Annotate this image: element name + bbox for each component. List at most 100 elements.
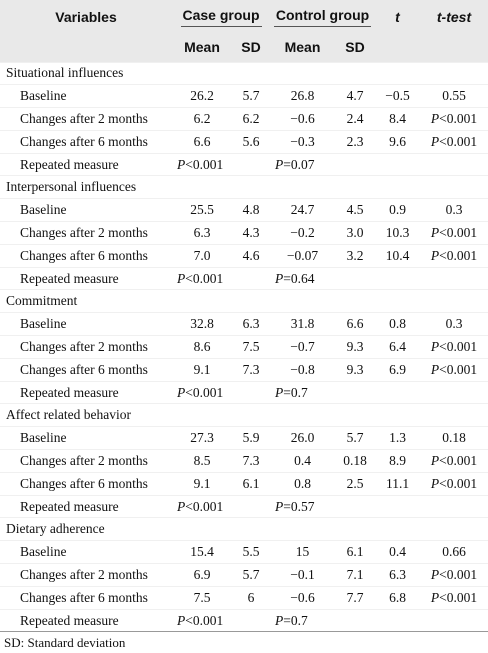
value-cell: 4.5 [335,198,376,222]
row-label: Repeated measure [0,608,172,633]
data-row: Changes after 2 months 8.5 7.3 0.4 0.18 8.9 P<… [0,449,488,473]
value-cell: 2.4 [335,107,376,131]
section-title: Dietary adherence [0,517,488,541]
value-cell: −0.8 [270,357,336,382]
value-cell: −0.6 [270,107,336,131]
p-value-cell: P<0.001 [420,243,488,268]
data-row: Baseline 32.8 6.3 31.8 6.6 0.8 0.3 [0,312,488,336]
data-row: Repeated measure P<0.001 P=0.7 [0,608,488,633]
p-value: P<0.001 [430,110,478,126]
value-cell: 6.9 [375,357,421,382]
value-cell: 0.3 [420,312,488,336]
header-cell: Variables [55,8,117,25]
p-value-cell: P<0.001 [420,129,488,154]
data-row: Baseline 26.2 5.7 26.8 4.7 −0.5 0.55 [0,84,488,108]
p-value: P<0.001 [430,566,478,582]
table-header: Variables Case group Control group t t-t… [0,0,488,62]
p-value: P<0.001 [177,270,224,286]
data-row: Repeated measure P<0.001 P=0.57 [0,494,488,518]
value-cell: 4.8 [232,198,271,222]
value-cell: 2.5 [335,471,376,496]
p-value: P<0.001 [177,156,224,172]
p-value-cell: P<0.001 [420,471,488,496]
value-cell: −0.7 [270,335,336,359]
data-row: Repeated measure P<0.001 P=0.64 [0,266,488,290]
value-cell: 0.8 [270,471,336,496]
value-cell: 6.8 [375,585,421,610]
header-cell: SD [345,39,365,56]
row-label: Changes after 6 months [0,585,172,610]
p-value-cell: P<0.001 [172,494,271,518]
value-cell: 9.1 [172,357,232,382]
results-table: Variables Case group Control group t t-t… [0,0,488,633]
row-label: Baseline [0,426,172,450]
header-cell [375,33,420,62]
footnote: SD: Standard deviation [4,635,126,651]
value-cell: 7.0 [172,243,232,268]
value-cell: 6.6 [335,312,376,336]
value-cell: 0.18 [420,426,488,450]
value-cell: 5.9 [232,426,271,450]
header-cell [420,33,488,62]
value-cell: 26.0 [270,426,336,450]
section-row: Interpersonal influences [0,175,488,199]
section-row: Situational influences [0,61,488,85]
p-value: P<0.001 [177,498,224,514]
data-row: Changes after 2 months 6.9 5.7 −0.1 7.1 6.3 P<… [0,563,488,587]
value-cell: 8.6 [172,335,232,359]
value-cell: 0.4 [375,540,421,564]
value-cell: 9.3 [335,335,376,359]
p-value-cell: P=0.07 [270,152,376,176]
p-value-cell: P<0.001 [420,357,488,382]
value-cell: 7.1 [335,563,376,587]
value-cell: 9.3 [335,357,376,382]
row-label: Baseline [0,540,172,564]
p-value: P=0.64 [275,270,315,286]
section-title: Interpersonal influences [0,175,488,199]
value-cell: 9.6 [375,129,421,154]
value-cell: 6.1 [232,471,271,496]
value-cell: 1.3 [375,426,421,450]
value-cell: 6 [232,585,271,610]
value-cell: 6.3 [232,312,271,336]
row-label: Changes after 2 months [0,563,172,587]
data-row: Repeated measure P<0.001 P=0.7 [0,380,488,404]
value-cell: 5.5 [232,540,271,564]
p-value: P=0.7 [275,612,308,628]
header-row: Mean SD Mean SD [0,33,488,62]
data-row: Changes after 2 months 6.2 6.2 −0.6 2.4 8.4 P<… [0,107,488,131]
p-value-cell: P<0.001 [420,563,488,587]
value-cell: 0.4 [270,449,336,473]
data-row: Baseline 15.4 5.5 15 6.1 0.4 0.66 [0,540,488,564]
value-cell: 6.2 [232,107,271,131]
value-cell: 7.3 [232,449,271,473]
header-cell: t [395,8,400,25]
value-cell: 24.7 [270,198,336,222]
p-value: P<0.001 [430,224,478,240]
header-cell: t-test [436,8,472,25]
row-label: Changes after 6 months [0,129,172,154]
header-text: Control group [273,7,372,27]
empty-cell [375,380,488,404]
data-row: Baseline 25.5 4.8 24.7 4.5 0.9 0.3 [0,198,488,222]
value-cell: 6.6 [172,129,232,154]
row-label: Changes after 6 months [0,243,172,268]
value-cell: 5.7 [232,563,271,587]
row-label: Changes after 6 months [0,471,172,496]
value-cell: 26.2 [172,84,232,108]
empty-cell [375,266,488,290]
value-cell: 7.5 [232,335,271,359]
data-row: Changes after 2 months 6.3 4.3 −0.2 3.0 10.3 P… [0,221,488,245]
value-cell: 10.4 [375,243,421,268]
p-value-cell: P=0.64 [270,266,376,290]
value-cell: 15.4 [172,540,232,564]
row-label: Changes after 2 months [0,449,172,473]
value-cell: 0.8 [375,312,421,336]
empty-cell [375,152,488,176]
section-row: Dietary adherence [0,517,488,541]
header-row: Variables Case group Control group t t-t… [0,0,488,33]
row-label: Changes after 2 months [0,335,172,359]
value-cell: −0.2 [270,221,336,245]
p-value: P=0.7 [275,384,308,400]
